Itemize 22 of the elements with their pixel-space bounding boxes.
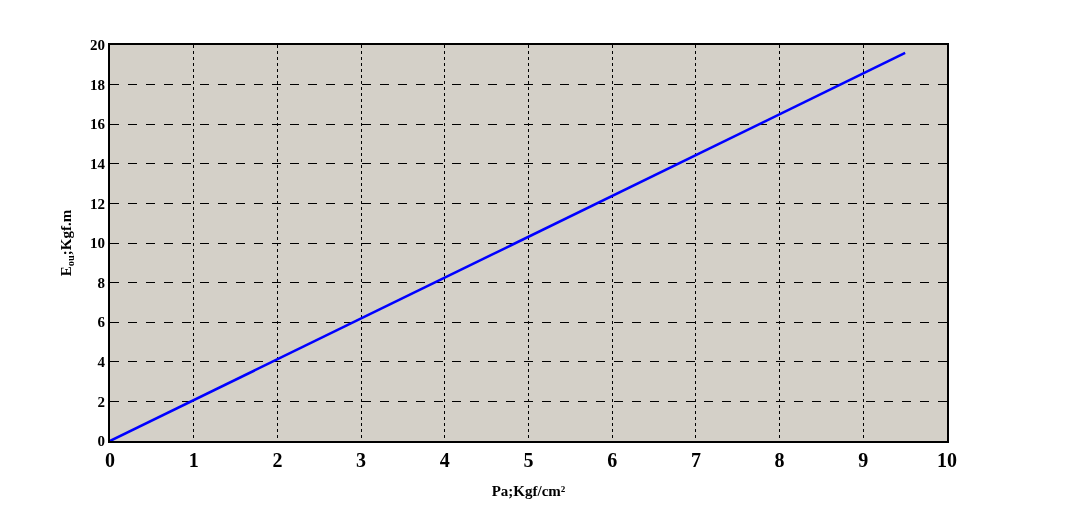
x-tick-label: 4 xyxy=(439,449,450,471)
y-tick-label: 8 xyxy=(97,274,105,291)
y-tick-label: 2 xyxy=(97,393,105,410)
y-tick-label: 14 xyxy=(90,156,106,173)
x-tick-label: 8 xyxy=(774,449,785,471)
y-tick-label: 4 xyxy=(97,354,106,371)
x-axis-title: Pa;Kgf/cm² xyxy=(491,482,566,499)
x-tick-label: 5 xyxy=(523,449,534,471)
y-tick-label: 10 xyxy=(90,235,105,252)
y-tick-label: 16 xyxy=(90,116,106,133)
x-tick-label: 6 xyxy=(607,449,618,471)
y-tick-label: 12 xyxy=(90,195,105,212)
y-tick-label: 18 xyxy=(90,76,105,93)
x-tick-label: 3 xyxy=(356,449,367,471)
y-tick-label: 0 xyxy=(97,433,105,450)
x-tick-label: 10 xyxy=(937,449,957,471)
y-tick-label: 6 xyxy=(97,314,106,331)
x-tick-label: 9 xyxy=(858,449,869,471)
y-tick-label: 20 xyxy=(90,37,105,54)
x-tick-label: 7 xyxy=(690,449,701,471)
x-tick-label: 1 xyxy=(188,449,199,471)
x-tick-label: 2 xyxy=(272,449,283,471)
